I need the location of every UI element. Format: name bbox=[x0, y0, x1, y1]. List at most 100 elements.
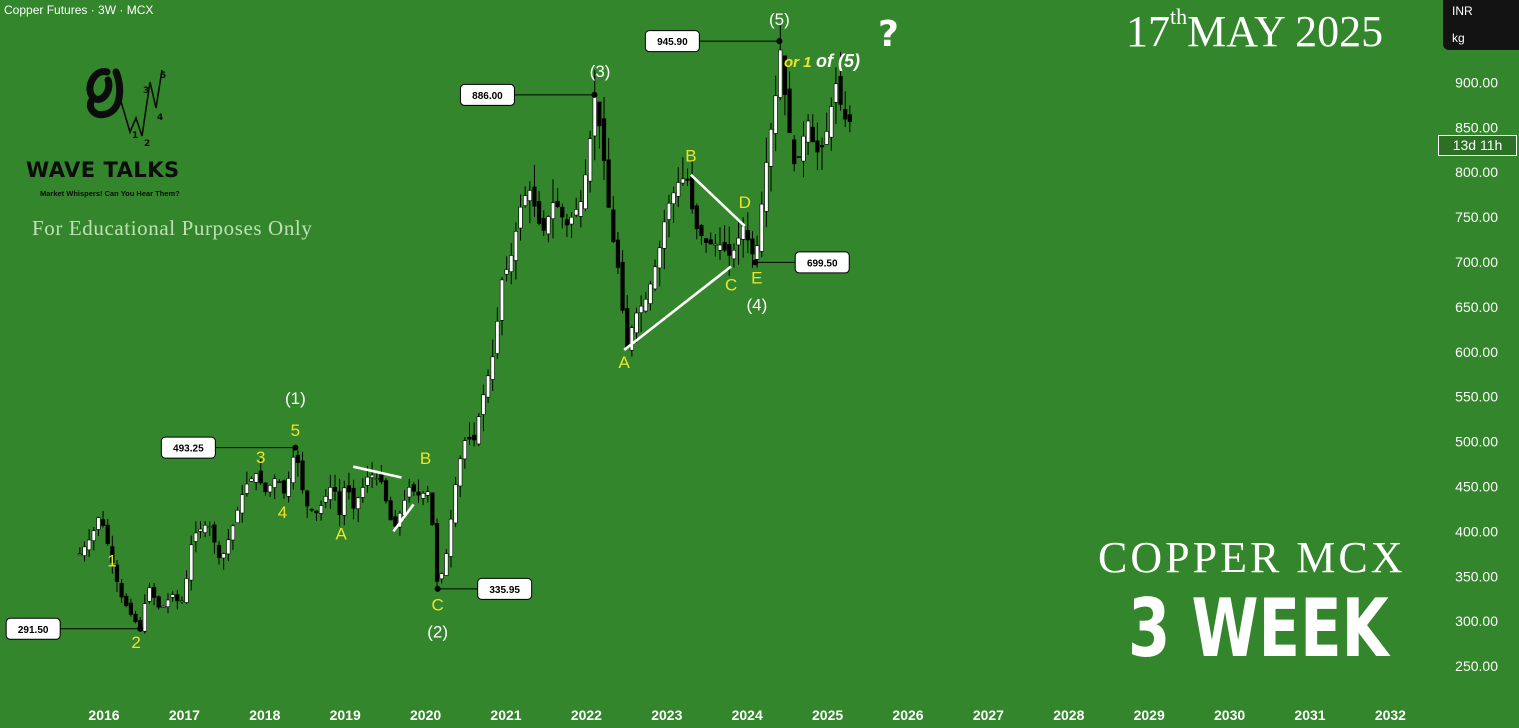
candle-body-3 bbox=[91, 530, 96, 541]
y-tick-label-2: 350.00 bbox=[1455, 568, 1498, 584]
x-tick-label-15: 2031 bbox=[1294, 707, 1325, 723]
price-callout-text-5: 699.50 bbox=[807, 258, 838, 269]
y-tick-label-5: 500.00 bbox=[1455, 434, 1498, 450]
candle-body-154 bbox=[792, 139, 797, 165]
date-day: 17 bbox=[1126, 7, 1170, 56]
candle-body-133 bbox=[694, 205, 699, 230]
wave-label-12: B bbox=[685, 146, 696, 165]
wave-label-7: B bbox=[420, 449, 431, 468]
candle-body-101 bbox=[546, 216, 551, 235]
candle-body-166 bbox=[847, 114, 852, 123]
candle-body-121 bbox=[639, 305, 644, 313]
price-callout-dot-0 bbox=[137, 625, 144, 632]
wave-label-8: C bbox=[432, 595, 444, 614]
x-tick-label-0: 2016 bbox=[88, 707, 119, 723]
candle-body-62 bbox=[365, 476, 370, 486]
candle-body-85 bbox=[472, 434, 477, 441]
x-tick-label-8: 2024 bbox=[732, 707, 763, 723]
candle-body-50 bbox=[309, 508, 314, 511]
candle-body-105 bbox=[564, 219, 570, 226]
x-tick-label-16: 2032 bbox=[1375, 707, 1406, 723]
wave-label-9: (2) bbox=[427, 622, 448, 641]
candle-body-163 bbox=[833, 83, 839, 103]
candle-body-150 bbox=[773, 95, 778, 134]
price-callout-dot-1 bbox=[292, 444, 299, 451]
price-callout-box-1 bbox=[160, 436, 216, 459]
y-tick-label-6: 550.00 bbox=[1455, 389, 1498, 405]
candle-body-122 bbox=[643, 298, 648, 312]
candle-body-27 bbox=[203, 524, 208, 533]
candle-body-155 bbox=[796, 156, 801, 158]
candle-body-141 bbox=[731, 249, 737, 260]
candle-body-5 bbox=[100, 519, 106, 526]
logo-digit-2: 2 bbox=[144, 139, 150, 149]
candle-body-25 bbox=[193, 532, 198, 542]
candle-body-34 bbox=[235, 509, 240, 524]
brand-tagline: Market Whispers! Can You Hear Them? bbox=[40, 189, 180, 198]
candle-body-11 bbox=[128, 602, 134, 615]
y-tick-label-13: 900.00 bbox=[1455, 74, 1498, 90]
candle-body-132 bbox=[690, 176, 695, 210]
candle-body-128 bbox=[671, 192, 676, 205]
candle-body-93 bbox=[509, 255, 514, 272]
candle-body-66 bbox=[383, 480, 389, 502]
candle-body-116 bbox=[615, 239, 621, 268]
candle-body-115 bbox=[611, 209, 616, 242]
candle-body-159 bbox=[815, 140, 820, 153]
candle-body-118 bbox=[625, 308, 630, 348]
price-callout-box-3 bbox=[459, 83, 515, 106]
x-tick-label-13: 2029 bbox=[1134, 707, 1165, 723]
candle-body-68 bbox=[393, 516, 398, 527]
candle-body-47 bbox=[295, 454, 300, 463]
candle-body-30 bbox=[216, 545, 222, 558]
candle-body-35 bbox=[240, 494, 245, 514]
wave-label-17: (5) bbox=[769, 10, 790, 29]
price-callout-dot-3 bbox=[591, 91, 598, 98]
x-tick-label-9: 2025 bbox=[812, 707, 843, 723]
question-mark: ? bbox=[878, 14, 899, 55]
candle-body-26 bbox=[198, 528, 203, 532]
candle-body-81 bbox=[453, 484, 458, 524]
y-tick-label-12: 850.00 bbox=[1455, 119, 1498, 135]
wave-label-10: (3) bbox=[590, 62, 611, 81]
candle-body-67 bbox=[388, 500, 393, 521]
weight-label: kg bbox=[1452, 31, 1465, 45]
candle-body-145 bbox=[750, 238, 755, 255]
candle-body-98 bbox=[532, 186, 537, 207]
x-tick-label-4: 2020 bbox=[410, 707, 441, 723]
candle-body-86 bbox=[476, 416, 481, 445]
candle-body-21 bbox=[175, 594, 180, 602]
candle-body-24 bbox=[189, 544, 194, 581]
candle-body-84 bbox=[467, 436, 472, 440]
candle-body-22 bbox=[179, 600, 185, 603]
candle-body-135 bbox=[703, 238, 709, 243]
logo-digit-4: 4 bbox=[157, 113, 163, 123]
date-suffix: th bbox=[1170, 4, 1188, 29]
y-tick-label-11: 800.00 bbox=[1455, 164, 1498, 180]
candle-body-41 bbox=[267, 485, 273, 493]
candle-body-89 bbox=[490, 356, 495, 380]
candle-body-80 bbox=[448, 518, 454, 557]
logo-digit-5: 5 bbox=[160, 71, 166, 81]
y-tick-label-4: 450.00 bbox=[1455, 478, 1498, 494]
candle-body-65 bbox=[379, 474, 384, 483]
x-tick-label-2: 2018 bbox=[249, 707, 280, 723]
candle-body-29 bbox=[212, 524, 217, 543]
candle-body-2 bbox=[87, 539, 92, 551]
disclaimer: For Educational Purposes Only bbox=[32, 216, 313, 240]
candle-body-113 bbox=[601, 118, 607, 162]
candle-body-75 bbox=[425, 491, 430, 496]
unit-box: INR kg bbox=[1443, 0, 1519, 50]
candle-body-64 bbox=[374, 478, 379, 480]
wave-label-11: A bbox=[619, 353, 631, 372]
candle-body-120 bbox=[634, 312, 639, 334]
candle-body-153 bbox=[787, 88, 792, 134]
x-tick-label-10: 2026 bbox=[892, 707, 923, 723]
candle-body-130 bbox=[680, 178, 685, 184]
candle-body-165 bbox=[843, 109, 848, 120]
candle-body-71 bbox=[407, 487, 412, 498]
trendline-0 bbox=[352, 465, 402, 479]
candle-body-19 bbox=[165, 599, 171, 608]
